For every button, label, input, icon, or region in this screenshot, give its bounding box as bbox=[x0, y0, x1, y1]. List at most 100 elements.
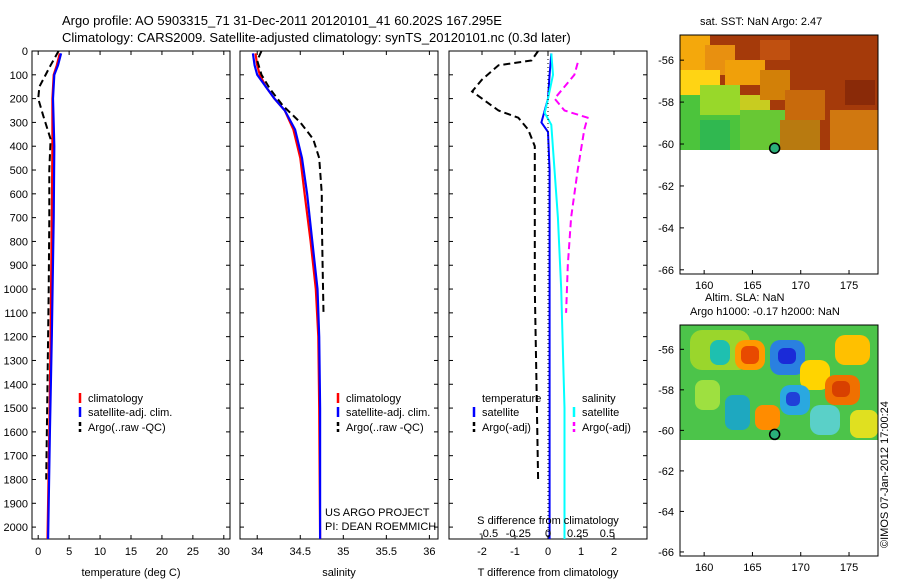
x-tick-label: 0 bbox=[545, 546, 551, 558]
x-tick-label: 160 bbox=[695, 562, 713, 574]
y-tick-label: -58 bbox=[658, 385, 674, 397]
x-tick-label: -1 bbox=[510, 546, 520, 558]
y-tick-label: 800 bbox=[10, 236, 28, 248]
series-line-salinity-satellite bbox=[543, 53, 566, 539]
x-tick-label: 170 bbox=[792, 562, 810, 574]
x-tick-label: 5 bbox=[66, 546, 72, 558]
sla-map-title-line2: Argo h1000: -0.17 h2000: NaN bbox=[690, 306, 840, 318]
y-tick-label: 300 bbox=[10, 117, 28, 129]
y-tick-label: 1500 bbox=[4, 403, 28, 415]
y-tick-label: -66 bbox=[658, 265, 674, 277]
legend-label: Argo(..raw -QC) bbox=[88, 422, 166, 434]
y-tick-label: -62 bbox=[658, 466, 674, 478]
imos-timestamp: ©IMOS 07-Jan-2012 17:00:24 bbox=[879, 401, 891, 548]
legend-label: satellite-adj. clim. bbox=[346, 407, 430, 419]
legend-label: Argo(..raw -QC) bbox=[346, 422, 424, 434]
x-tick-label: 36 bbox=[423, 546, 435, 558]
sla-map-texture bbox=[690, 330, 878, 438]
y-tick-label: -58 bbox=[658, 97, 674, 109]
temperature-panel: 0100200300400500600700800900100011001200… bbox=[4, 46, 231, 579]
x-tick-label: 170 bbox=[792, 280, 810, 292]
salinity-panel: 34 34.5 35 35.5 36 salinity climatology satelli… bbox=[239, 50, 439, 579]
sla-map-axes: 160 165 170 175 -56 -58 -60 -62 -64 -66 bbox=[658, 324, 879, 574]
project-line2: PI: DEAN ROEMMICH bbox=[325, 521, 436, 533]
x-axis-label: temperature (deg C) bbox=[81, 567, 180, 579]
y-tick-label: -64 bbox=[658, 223, 674, 235]
y-tick-label: -60 bbox=[658, 425, 674, 437]
x-tick-label: 1 bbox=[578, 546, 584, 558]
y-tick-label: -56 bbox=[658, 55, 674, 67]
sla-map-title-line1: Altim. SLA: NaN bbox=[705, 292, 785, 304]
y-tick-label: -60 bbox=[658, 139, 674, 151]
x-tick-label: 2 bbox=[611, 546, 617, 558]
project-line1: US ARGO PROJECT bbox=[325, 507, 430, 519]
series-line-argo bbox=[256, 51, 325, 313]
y-tick-label: 600 bbox=[10, 189, 28, 201]
x-tick-label: -2 bbox=[477, 546, 487, 558]
y-tick-label: 1200 bbox=[4, 332, 28, 344]
figure-title-line1: Argo profile: AO 5903315_71 31-Dec-2011 … bbox=[62, 13, 502, 28]
x-tick-label: 15 bbox=[125, 546, 137, 558]
x-tick-label: 34 bbox=[251, 546, 263, 558]
legend-label: Argo(-adj) bbox=[582, 422, 631, 434]
legend-title: temperature bbox=[482, 393, 541, 405]
y-tick-label: 2000 bbox=[4, 522, 28, 534]
s-tick-label: 0.25 bbox=[567, 528, 588, 540]
sst-map[interactable] bbox=[680, 35, 878, 274]
sst-map-axes: 160 165 170 175 -56 -58 -60 -62 -64 -66 bbox=[658, 34, 879, 292]
y-tick-label: 1900 bbox=[4, 498, 28, 510]
x-tick-label: 175 bbox=[840, 562, 858, 574]
plot-frame bbox=[31, 50, 231, 540]
s-axis-label: S difference from climatology bbox=[477, 515, 619, 527]
s-tick-label: -0.5 bbox=[479, 528, 498, 540]
y-tick-label: 1100 bbox=[4, 308, 28, 320]
x-tick-label: 10 bbox=[94, 546, 106, 558]
x-axis-label: salinity bbox=[322, 567, 356, 579]
plot-frame bbox=[239, 50, 439, 540]
y-tick-label: 0 bbox=[22, 46, 28, 58]
map-frame bbox=[679, 324, 879, 557]
x-tick-label: 160 bbox=[695, 280, 713, 292]
legend-label: satellite bbox=[582, 407, 619, 419]
series-line-salinity-argo bbox=[553, 62, 589, 313]
map-frame bbox=[679, 34, 879, 275]
x-tick-label: 0 bbox=[35, 546, 41, 558]
y-tick-label: 400 bbox=[10, 141, 28, 153]
s-tick-label: -0.25 bbox=[506, 528, 531, 540]
x-tick-label: 25 bbox=[187, 546, 199, 558]
argo-location-marker bbox=[768, 142, 781, 154]
series-group bbox=[37, 51, 63, 539]
series-line-temp-argo bbox=[470, 51, 540, 480]
legend-title: salinity bbox=[582, 393, 616, 405]
series-line-satellite bbox=[47, 53, 63, 539]
sst-map-title: sat. SST: NaN Argo: 2.47 bbox=[700, 16, 822, 28]
y-tick-label: 1600 bbox=[4, 427, 28, 439]
y-tick-label: -62 bbox=[658, 181, 674, 193]
x-tick-label: 34.5 bbox=[290, 546, 311, 558]
y-tick-label: -64 bbox=[658, 506, 674, 518]
legend-label: satellite bbox=[482, 407, 519, 419]
x-tick-label: 30 bbox=[218, 546, 230, 558]
sla-map-nodata bbox=[680, 440, 878, 556]
x-tick-label: 35.5 bbox=[376, 546, 397, 558]
series-group bbox=[251, 51, 325, 539]
y-tick-label: -56 bbox=[658, 344, 674, 356]
sst-map-texture bbox=[680, 35, 878, 150]
y-tick-label: 1400 bbox=[4, 379, 28, 391]
legend-label: Argo(-adj) bbox=[482, 422, 531, 434]
sst-map-nodata bbox=[680, 150, 878, 274]
x-tick-label: 35 bbox=[337, 546, 349, 558]
s-tick-label: 0 bbox=[545, 528, 551, 540]
legend-label: climatology bbox=[88, 393, 144, 405]
sla-map[interactable] bbox=[680, 325, 878, 556]
x-tick-label: 175 bbox=[840, 280, 858, 292]
legend-label: climatology bbox=[346, 393, 402, 405]
x-tick-label: 20 bbox=[156, 546, 168, 558]
x-tick-label: 165 bbox=[743, 562, 761, 574]
y-tick-label: 200 bbox=[10, 94, 28, 106]
argo-location-marker bbox=[768, 428, 781, 441]
series-line-satellite bbox=[251, 53, 322, 539]
s-tick-label: 0.5 bbox=[600, 528, 615, 540]
legend-label: satellite-adj. clim. bbox=[88, 407, 172, 419]
